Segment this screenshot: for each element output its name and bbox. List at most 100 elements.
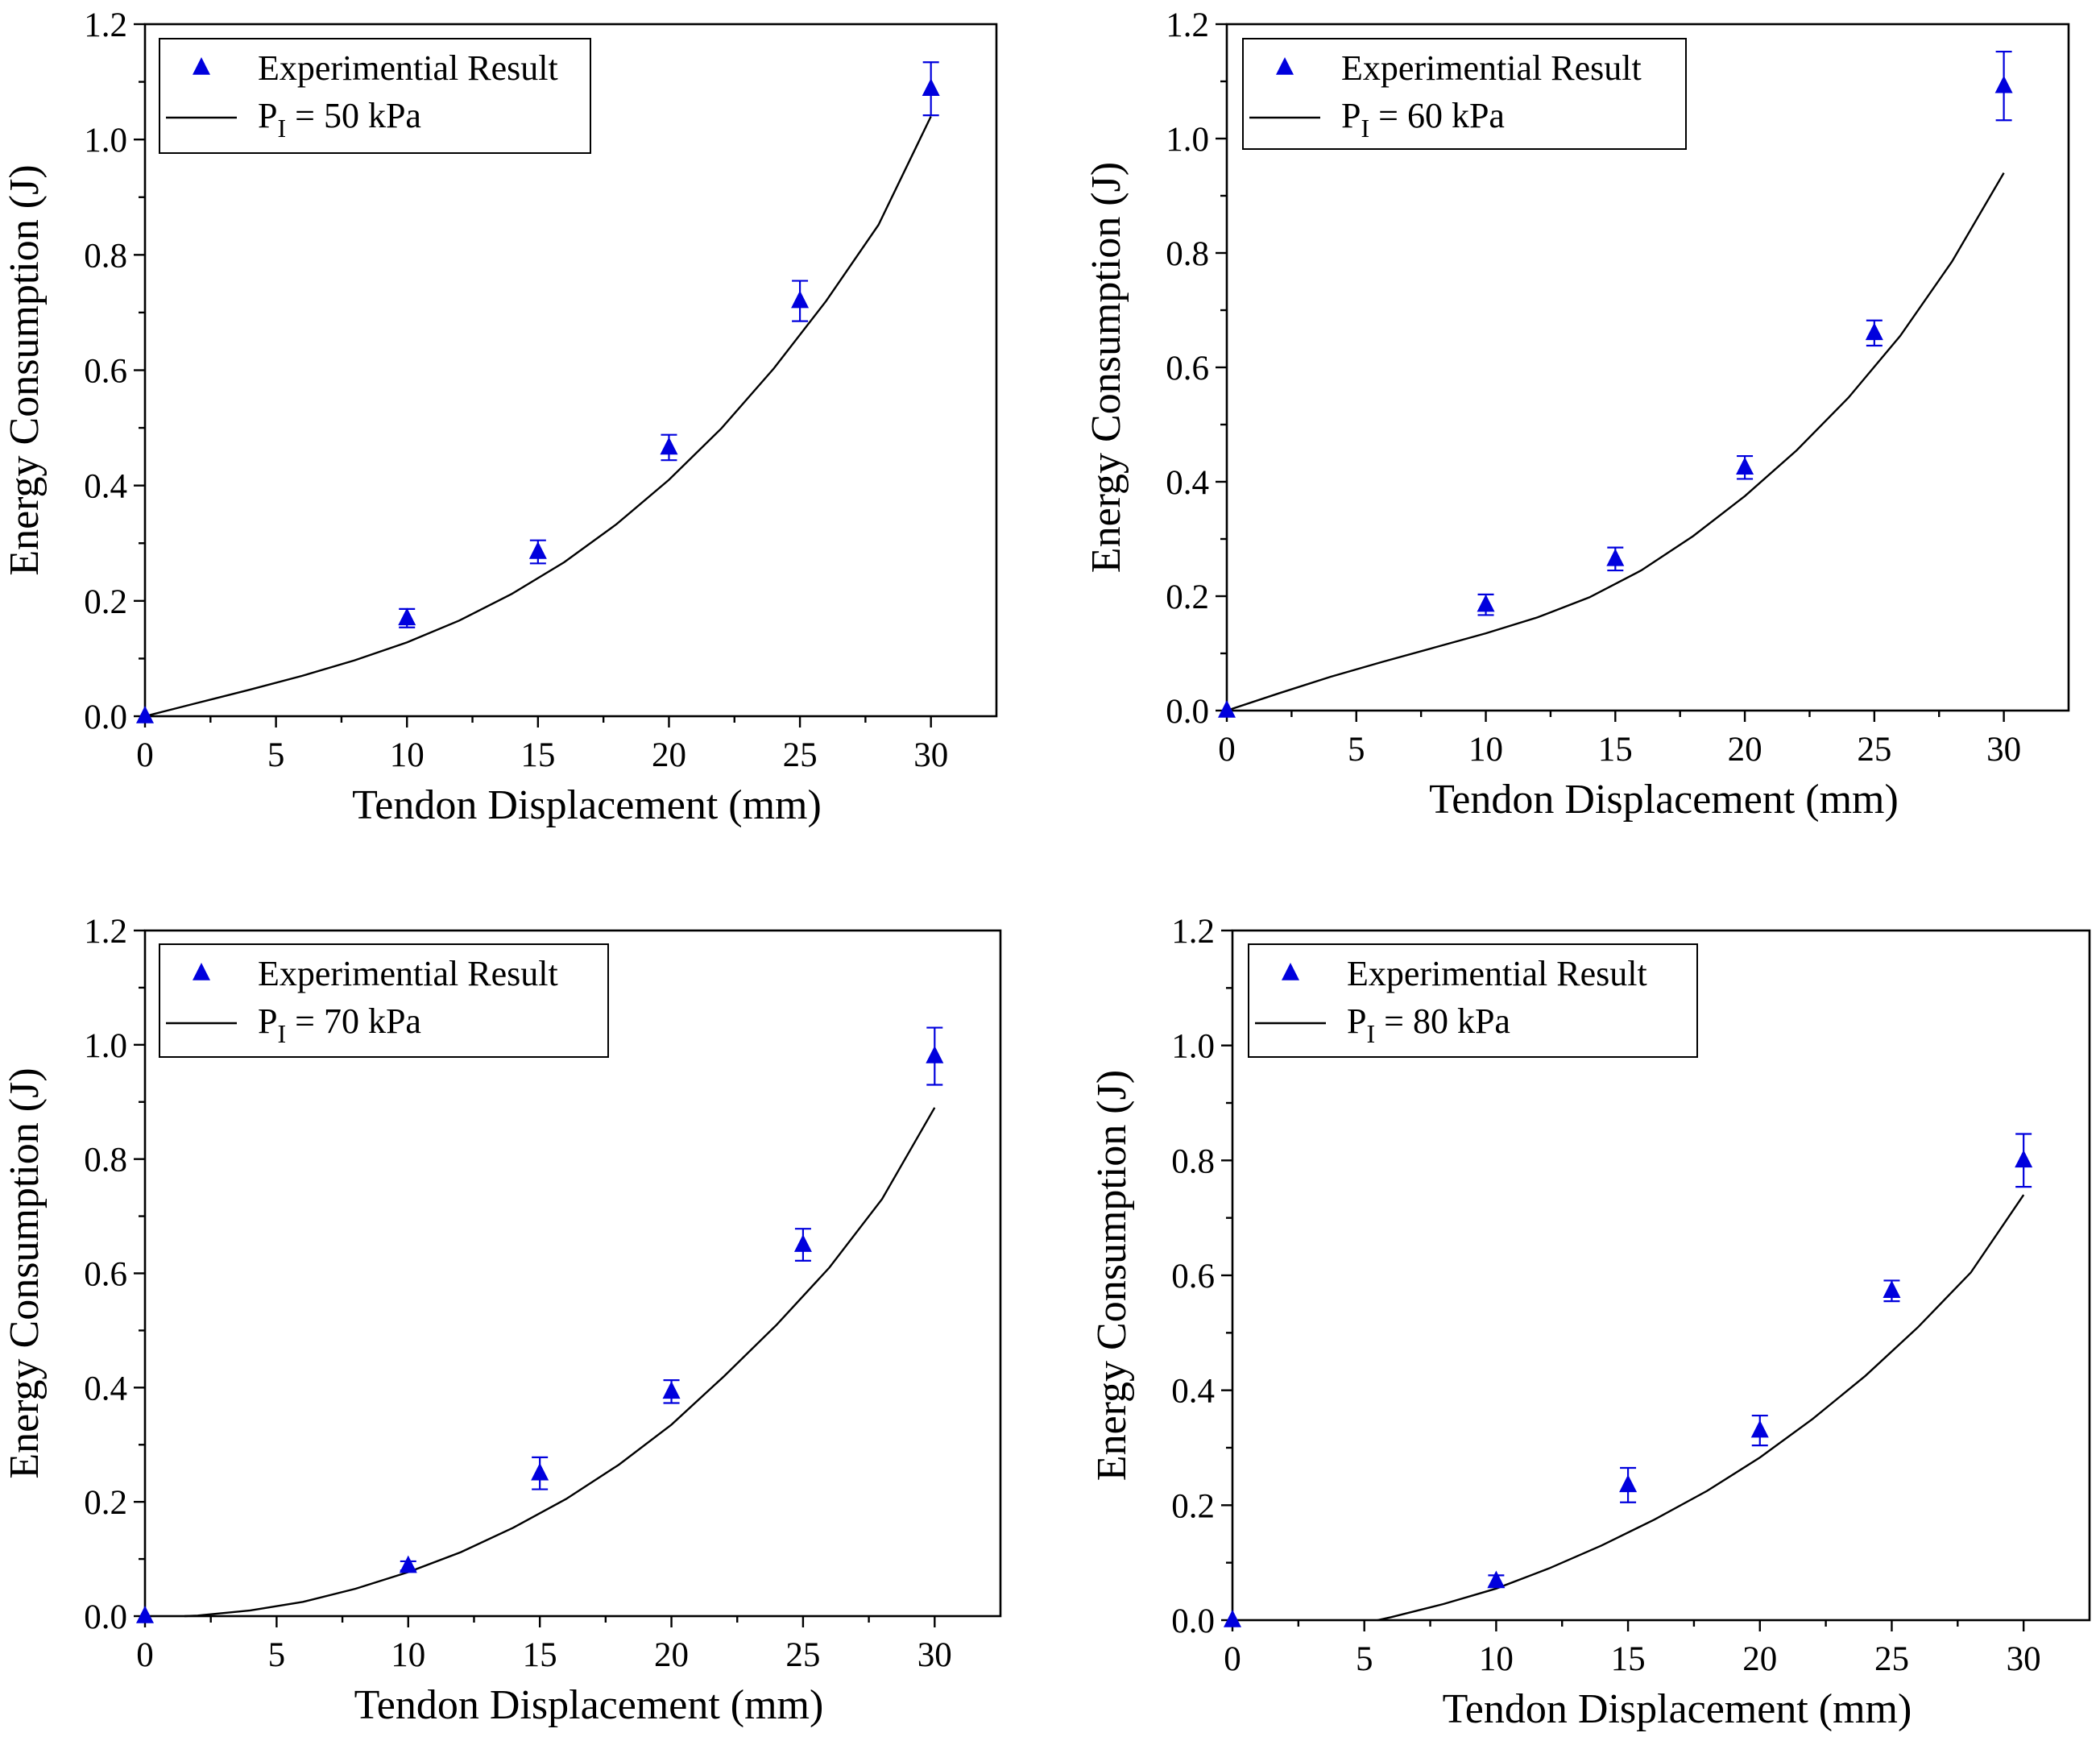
data-point — [136, 1606, 154, 1623]
x-tick-label: 30 — [913, 736, 948, 774]
x-tick-label: 5 — [1356, 1640, 1373, 1678]
x-tick-label: 10 — [391, 1636, 425, 1674]
data-point — [136, 706, 154, 723]
legend: Experimential Result PI = 60 kPa — [1242, 38, 1687, 150]
data-point — [2015, 1150, 2033, 1168]
chart-panel-2: 0 5 10 15 20 25 30 0.0 0.2 0.4 0.6 0.8 1.0 1.2 Tendon … — [1083, 6, 2070, 823]
chart-panel-4: 0 5 10 15 20 25 30 0.0 0.2 0.4 0.6 0.8 1.0 1.2 Tendon … — [1089, 913, 2091, 1732]
legend: Experimential Result PI = 50 kPa — [159, 38, 591, 154]
model-curve — [144, 115, 932, 718]
y-tick-label: 0.8 — [1171, 1142, 1215, 1180]
y-tick-label: 0.8 — [84, 237, 127, 275]
x-tick-label: 15 — [1598, 731, 1633, 769]
y-tick-label: 0.4 — [84, 1370, 127, 1407]
data-point — [1487, 1570, 1506, 1589]
x-tick-label: 30 — [917, 1636, 952, 1674]
data-point — [1865, 322, 1883, 341]
x-axis-title: Tendon Displacement (mm) — [352, 782, 822, 828]
y-tick-label: 1.2 — [84, 6, 127, 44]
y-tick-label: 0.0 — [1171, 1602, 1215, 1640]
y-tick-label: 0.4 — [1171, 1373, 1215, 1411]
data-point — [1218, 700, 1236, 718]
legend-label-points: Experimential Result — [1347, 954, 1647, 993]
y-tick-label: 1.2 — [84, 913, 127, 951]
y-tick-label: 1.2 — [1166, 6, 1209, 44]
y-axis-title: Energy Consumption (J) — [2, 1067, 48, 1478]
legend: Experimential Result PI = 80 kPa — [1248, 943, 1698, 1058]
data-point — [926, 1046, 944, 1063]
legend-box — [1242, 38, 1687, 150]
legend-label-model: PI = 70 kPa — [258, 1001, 421, 1048]
legend-label-points: Experimential Result — [258, 48, 558, 88]
y-axis-title: Energy Consumption (J) — [2, 164, 48, 575]
x-tick-label: 20 — [654, 1636, 689, 1674]
x-tick-label: 15 — [1611, 1640, 1646, 1678]
legend-marker-icon — [193, 57, 210, 75]
x-tick-label: 30 — [1986, 731, 2021, 769]
y-tick-label: 0.4 — [84, 468, 127, 506]
data-point — [1477, 594, 1495, 612]
y-tick-label: 0.8 — [84, 1142, 127, 1179]
x-tick-label: 20 — [1742, 1640, 1777, 1678]
data-point — [791, 290, 810, 309]
y-tick-label: 1.0 — [1171, 1028, 1215, 1066]
y-tick-label: 0.6 — [1171, 1258, 1215, 1295]
x-tick-label: 0 — [136, 736, 154, 774]
y-tick-label: 1.0 — [84, 122, 127, 160]
y-tick-label: 1.0 — [84, 1027, 127, 1065]
x-tick-label: 30 — [2007, 1640, 2041, 1678]
data-point — [793, 1234, 812, 1252]
x-tick-label: 25 — [1874, 1640, 1909, 1678]
legend-label-points: Experimential Result — [1341, 48, 1642, 88]
y-axis-title: Energy Consumption (J) — [1089, 1070, 1135, 1481]
y-tick-label: 0.4 — [1166, 464, 1209, 502]
data-point — [1750, 1420, 1769, 1438]
legend-label-model: PI = 80 kPa — [1347, 1001, 1510, 1048]
x-tick-label: 0 — [1224, 1640, 1241, 1678]
x-tick-label: 10 — [1479, 1640, 1514, 1678]
data-point — [662, 1381, 681, 1399]
model-curve — [1377, 1194, 2025, 1622]
model-curve — [1226, 172, 2005, 712]
x-tick-label: 5 — [1348, 731, 1365, 769]
data-point — [1224, 1610, 1241, 1627]
legend-marker-icon — [1276, 57, 1294, 75]
y-tick-label: 0.2 — [1171, 1487, 1215, 1525]
x-axis-title: Tendon Displacement (mm) — [354, 1682, 824, 1728]
y-tick-label: 0.6 — [84, 353, 127, 391]
legend-label-points: Experimential Result — [258, 954, 558, 993]
y-tick-label: 1.0 — [1166, 121, 1209, 159]
x-tick-label: 20 — [1728, 731, 1762, 769]
legend-box — [159, 943, 609, 1058]
y-tick-label: 0.8 — [1166, 235, 1209, 273]
x-tick-label: 15 — [523, 1636, 557, 1674]
x-tick-label: 20 — [652, 736, 686, 774]
legend-label-model: PI = 60 kPa — [1341, 96, 1505, 143]
data-point — [922, 78, 940, 96]
legend: Experimential Result PI = 70 kPa — [159, 943, 609, 1058]
chart-panel-1: 0 5 10 15 20 25 30 0.0 0.2 0.4 0.6 0.8 1.0 1.2 Tendon … — [2, 6, 998, 828]
model-curve — [184, 1107, 936, 1618]
y-tick-label: 0.0 — [1166, 693, 1209, 731]
y-tick-label: 0.2 — [84, 1484, 127, 1522]
data-point — [1736, 457, 1754, 475]
y-tick-label: 0.6 — [84, 1256, 127, 1294]
x-tick-label: 25 — [1857, 731, 1891, 769]
y-tick-label: 0.2 — [1166, 578, 1209, 616]
data-point — [1619, 1474, 1638, 1493]
x-tick-label: 5 — [268, 1636, 286, 1674]
y-tick-label: 0.0 — [84, 1598, 127, 1636]
legend-marker-icon — [193, 963, 210, 980]
data-point — [531, 1462, 549, 1481]
x-tick-label: 5 — [267, 736, 285, 774]
legend-label-model: PI = 50 kPa — [258, 96, 421, 143]
legend-box — [1248, 943, 1698, 1058]
data-point — [1883, 1280, 1901, 1299]
y-tick-label: 1.2 — [1171, 913, 1215, 951]
x-tick-label: 15 — [520, 736, 555, 774]
x-axis-title: Tendon Displacement (mm) — [1429, 777, 1899, 823]
data-point — [660, 437, 678, 455]
y-tick-label: 0.2 — [84, 583, 127, 621]
data-point — [528, 541, 547, 559]
